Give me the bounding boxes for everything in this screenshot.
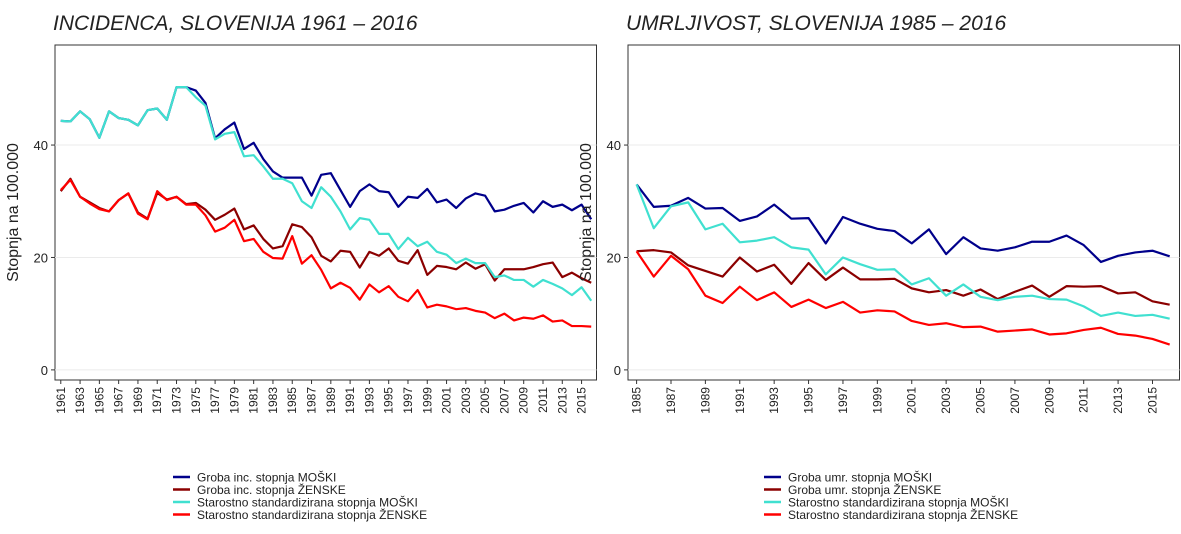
x-tick-label: 1985 xyxy=(285,387,299,414)
x-tick-label: 2007 xyxy=(497,387,511,414)
x-tick-label: 1979 xyxy=(227,387,241,414)
legend-label: Groba inc. stopnja MOŠKI xyxy=(197,470,336,485)
x-tick-label: 1995 xyxy=(802,387,816,414)
x-tick-label: 1967 xyxy=(112,387,126,414)
x-tick-label: 2011 xyxy=(536,387,550,413)
plot-area xyxy=(54,44,597,381)
x-tick-label: 1971 xyxy=(150,387,164,414)
series-line xyxy=(635,250,1171,346)
legend-label: Starostno standardizirana stopnja ŽENSKE xyxy=(197,507,427,522)
x-tick-label: 2005 xyxy=(478,387,492,414)
y-tick-label: 0 xyxy=(41,363,48,378)
x-tick-label: 2001 xyxy=(905,387,919,414)
x-tick-label: 1999 xyxy=(420,387,434,414)
y-axis-label: Stopnja na 100.000 xyxy=(578,143,595,282)
x-tick-label: 1997 xyxy=(836,387,850,414)
legend-label: Groba umr. stopnja MOŠKI xyxy=(788,470,932,485)
x-tick-label: 1969 xyxy=(131,387,145,414)
x-tick-label: 2009 xyxy=(1042,387,1056,414)
x-tick-label: 2013 xyxy=(1111,387,1125,414)
x-tick-label: 2013 xyxy=(555,387,569,414)
series-line xyxy=(636,249,1170,306)
y-tick-label: 20 xyxy=(34,250,48,265)
y-tick-label: 40 xyxy=(34,138,48,153)
x-tick-label: 1997 xyxy=(401,387,415,414)
series-line xyxy=(635,183,1171,264)
x-tick-label: 2007 xyxy=(1008,387,1022,414)
y-tick-label: 20 xyxy=(607,250,621,265)
legend-label: Starostno standardizirana stopnja ŽENSKE xyxy=(788,507,1018,522)
legend-label: Starostno standardizirana stopnja MOŠKI xyxy=(197,495,418,510)
x-tick-label: 1995 xyxy=(382,387,396,414)
y-tick-label: 0 xyxy=(614,363,621,378)
x-tick-label: 1991 xyxy=(733,387,747,414)
x-tick-label: 1981 xyxy=(247,387,261,414)
x-tick-label: 1963 xyxy=(73,387,87,414)
x-tick-label: 1983 xyxy=(266,387,280,414)
chart-title: UMRLJIVOST, SLOVENIJA 1985 – 2016 xyxy=(626,12,1006,35)
x-tick-label: 1985 xyxy=(630,387,644,414)
plot-area xyxy=(627,44,1180,381)
x-tick-label: 2001 xyxy=(440,387,454,414)
x-tick-label: 1975 xyxy=(189,387,203,414)
x-tick-label: 1973 xyxy=(170,387,184,414)
x-tick-label: 1977 xyxy=(208,387,222,414)
y-tick-label: 40 xyxy=(607,138,621,153)
series-line xyxy=(59,178,592,328)
x-tick-label: 2015 xyxy=(575,387,589,414)
x-tick-label: 1965 xyxy=(92,387,106,414)
x-tick-label: 1989 xyxy=(324,387,338,414)
chart-title: INCIDENCA, SLOVENIJA 1961 – 2016 xyxy=(53,12,418,35)
series-line xyxy=(635,183,1170,320)
legend-label: Starostno standardizirana stopnja MOŠKI xyxy=(788,495,1009,510)
x-tick-label: 2005 xyxy=(974,387,988,414)
x-tick-label: 1993 xyxy=(362,387,376,414)
x-tick-label: 1987 xyxy=(305,387,319,414)
x-tick-label: 1961 xyxy=(54,387,68,414)
x-tick-label: 2015 xyxy=(1145,387,1159,414)
x-tick-label: 1991 xyxy=(343,387,357,414)
legend-label: Groba inc. stopnja ŽENSKE xyxy=(197,482,346,497)
x-tick-label: 2011 xyxy=(1077,387,1091,413)
legend-label: Groba umr. stopnja ŽENSKE xyxy=(788,482,941,497)
y-axis-label: Stopnja na 100.000 xyxy=(5,143,22,282)
x-tick-label: 2003 xyxy=(939,387,953,414)
x-tick-label: 1993 xyxy=(767,387,781,414)
x-tick-label: 1987 xyxy=(664,387,678,414)
x-tick-label: 1999 xyxy=(870,387,884,414)
x-tick-label: 2009 xyxy=(517,387,531,414)
series-line xyxy=(60,86,593,302)
x-tick-label: 1989 xyxy=(698,387,712,414)
x-tick-label: 2003 xyxy=(459,387,473,414)
